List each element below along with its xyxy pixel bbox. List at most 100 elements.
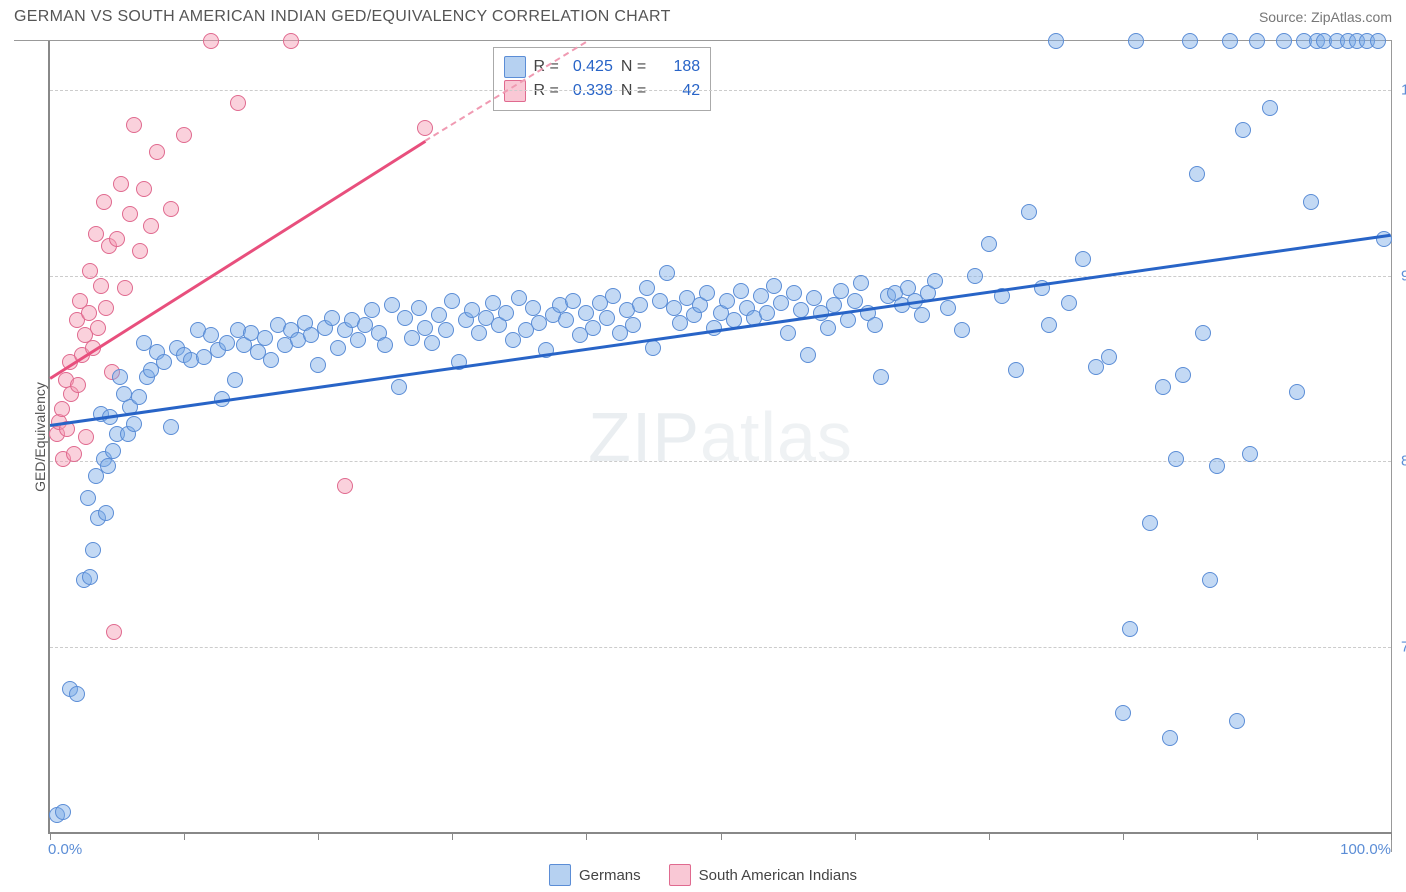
data-point-germans bbox=[411, 300, 427, 316]
y-axis-label: GED/Equivalency bbox=[32, 382, 48, 492]
data-point-germans bbox=[1061, 295, 1077, 311]
data-point-sai bbox=[230, 95, 246, 111]
data-point-germans bbox=[1249, 33, 1265, 49]
data-point-germans bbox=[324, 310, 340, 326]
data-point-germans bbox=[847, 293, 863, 309]
data-point-germans bbox=[82, 569, 98, 585]
data-point-sai bbox=[176, 127, 192, 143]
data-point-germans bbox=[706, 320, 722, 336]
data-point-germans bbox=[377, 337, 393, 353]
data-point-germans bbox=[1115, 705, 1131, 721]
data-point-germans bbox=[1189, 166, 1205, 182]
data-point-sai bbox=[143, 218, 159, 234]
data-point-germans bbox=[1088, 359, 1104, 375]
data-point-germans bbox=[605, 288, 621, 304]
data-point-germans bbox=[806, 290, 822, 306]
data-point-germans bbox=[1128, 33, 1144, 49]
data-point-sai bbox=[149, 144, 165, 160]
data-point-sai bbox=[132, 243, 148, 259]
data-point-germans bbox=[639, 280, 655, 296]
data-point-germans bbox=[257, 330, 273, 346]
data-point-germans bbox=[558, 312, 574, 328]
data-point-germans bbox=[659, 265, 675, 281]
data-point-sai bbox=[203, 33, 219, 49]
data-point-germans bbox=[1101, 349, 1117, 365]
data-point-germans bbox=[867, 317, 883, 333]
data-point-germans bbox=[525, 300, 541, 316]
data-point-sai bbox=[82, 263, 98, 279]
x-tick bbox=[50, 832, 51, 840]
data-point-germans bbox=[397, 310, 413, 326]
data-point-germans bbox=[853, 275, 869, 291]
x-tick bbox=[855, 832, 856, 840]
data-point-germans bbox=[310, 357, 326, 373]
data-point-sai bbox=[163, 201, 179, 217]
legend-item-germans: Germans bbox=[549, 864, 641, 886]
data-point-germans bbox=[126, 416, 142, 432]
data-point-germans bbox=[80, 490, 96, 506]
legend-label-germans: Germans bbox=[579, 867, 641, 884]
series-legend: Germans South American Indians bbox=[0, 864, 1406, 886]
data-point-germans bbox=[404, 330, 420, 346]
data-point-germans bbox=[759, 305, 775, 321]
y-tick-label: 100.0% bbox=[1401, 82, 1406, 99]
data-point-germans bbox=[505, 332, 521, 348]
data-point-germans bbox=[625, 317, 641, 333]
plot-area: GED/Equivalency ZIPatlas R = 0.425 N = 1… bbox=[48, 41, 1391, 834]
data-point-germans bbox=[444, 293, 460, 309]
x-tick bbox=[1391, 832, 1392, 840]
data-point-germans bbox=[1229, 713, 1245, 729]
data-point-germans bbox=[100, 458, 116, 474]
r-value-blue: 0.425 bbox=[567, 58, 613, 76]
data-point-germans bbox=[424, 335, 440, 351]
data-point-sai bbox=[54, 401, 70, 417]
data-point-germans bbox=[1168, 451, 1184, 467]
data-point-germans bbox=[263, 352, 279, 368]
data-point-germans bbox=[1175, 367, 1191, 383]
data-point-germans bbox=[780, 325, 796, 341]
data-point-germans bbox=[873, 369, 889, 385]
data-point-germans bbox=[1182, 33, 1198, 49]
data-point-sai bbox=[78, 429, 94, 445]
data-point-germans bbox=[666, 300, 682, 316]
data-point-sai bbox=[136, 181, 152, 197]
data-point-germans bbox=[69, 686, 85, 702]
data-point-germans bbox=[163, 419, 179, 435]
data-point-germans bbox=[156, 354, 172, 370]
watermark-bold: ZIP bbox=[588, 398, 700, 476]
data-point-sai bbox=[66, 446, 82, 462]
data-point-germans bbox=[1222, 33, 1238, 49]
data-point-sai bbox=[117, 280, 133, 296]
data-point-germans bbox=[112, 369, 128, 385]
swatch-blue bbox=[549, 864, 571, 886]
data-point-germans bbox=[1303, 194, 1319, 210]
data-point-germans bbox=[1162, 730, 1178, 746]
data-point-germans bbox=[753, 288, 769, 304]
data-point-germans bbox=[954, 322, 970, 338]
x-tick bbox=[721, 832, 722, 840]
data-point-germans bbox=[733, 283, 749, 299]
data-point-germans bbox=[632, 297, 648, 313]
x-tick bbox=[586, 832, 587, 840]
data-point-sai bbox=[337, 478, 353, 494]
data-point-germans bbox=[840, 312, 856, 328]
data-point-germans bbox=[719, 293, 735, 309]
data-point-germans bbox=[227, 372, 243, 388]
data-point-sai bbox=[106, 624, 122, 640]
x-axis-min-label: 0.0% bbox=[48, 841, 82, 858]
x-tick bbox=[318, 832, 319, 840]
data-point-sai bbox=[283, 33, 299, 49]
data-point-germans bbox=[1142, 515, 1158, 531]
watermark-thin: atlas bbox=[700, 398, 853, 476]
data-point-sai bbox=[96, 194, 112, 210]
data-point-germans bbox=[1122, 621, 1138, 637]
data-point-germans bbox=[914, 307, 930, 323]
data-point-sai bbox=[417, 120, 433, 136]
data-point-germans bbox=[498, 305, 514, 321]
data-point-germans bbox=[1075, 251, 1091, 267]
x-axis-max-label: 100.0% bbox=[1340, 841, 1391, 858]
data-point-germans bbox=[1048, 33, 1064, 49]
data-point-germans bbox=[98, 505, 114, 521]
data-point-germans bbox=[820, 320, 836, 336]
data-point-sai bbox=[93, 278, 109, 294]
